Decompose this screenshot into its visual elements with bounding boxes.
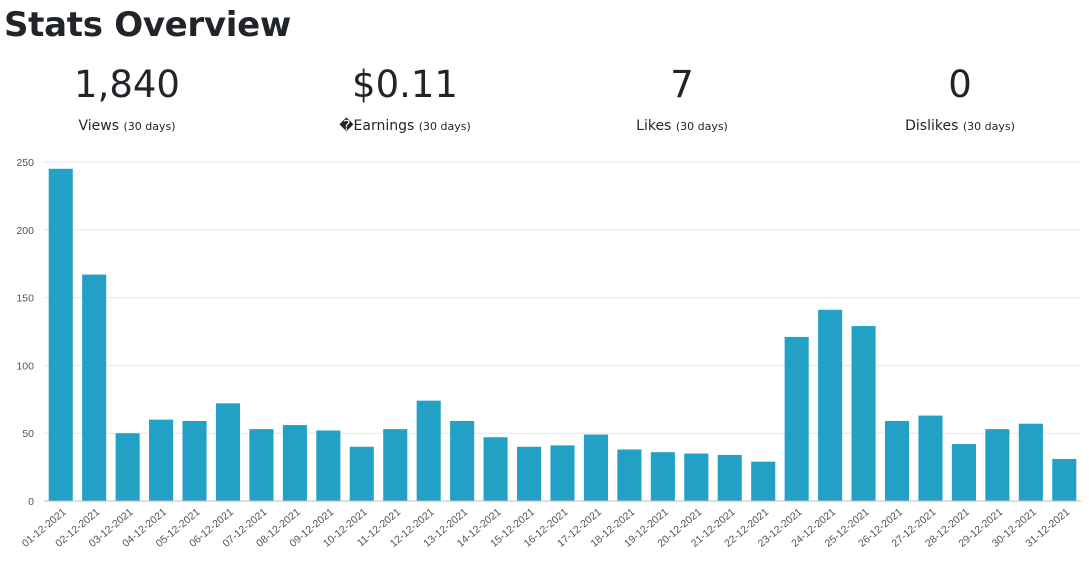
bar [884, 420, 910, 501]
bar [48, 168, 73, 501]
bar [82, 274, 107, 501]
stat-label-row: �Earnings (30 days) [275, 118, 535, 134]
bar [550, 445, 575, 501]
stat-dislikes: 0 Dislikes (30 days) [830, 66, 1089, 134]
bar [483, 437, 508, 501]
x-axis-ticks: 01-12-202102-12-202103-12-202104-12-2021… [20, 506, 1073, 550]
y-tick-label: 50 [22, 428, 34, 440]
stat-suffix: (30 days) [962, 120, 1015, 133]
bar [650, 452, 675, 501]
bar [182, 420, 207, 501]
stat-label: �Earnings [339, 118, 415, 134]
stat-suffix: (30 days) [123, 120, 176, 133]
bar [985, 429, 1010, 501]
bar [918, 415, 943, 501]
bar [115, 433, 140, 501]
stat-label: Dislikes [905, 118, 959, 134]
bar [316, 430, 341, 501]
y-tick-label: 200 [16, 225, 34, 237]
bar [951, 444, 976, 501]
stat-suffix: (30 days) [675, 120, 728, 133]
stat-label-row: Dislikes (30 days) [830, 118, 1089, 134]
bars [48, 168, 1077, 501]
bar [784, 336, 809, 501]
y-axis-ticks: 0 50 100 150 200 250 [16, 157, 34, 508]
stat-value: 1,840 [74, 63, 180, 106]
stat-suffix: (30 days) [418, 120, 471, 133]
stat-label: Likes [636, 118, 672, 134]
grid-lines [44, 161, 1081, 434]
bar [517, 446, 542, 501]
stat-label-row: Views (30 days) [0, 118, 257, 134]
bar [282, 425, 307, 501]
bar [1052, 458, 1077, 501]
bar [583, 434, 608, 501]
bar [684, 453, 709, 501]
bar [450, 420, 475, 501]
y-tick-label: 0 [28, 496, 34, 508]
bar [617, 449, 642, 501]
bar [751, 461, 776, 501]
bar [851, 326, 876, 501]
stat-views: 1,840 Views (30 days) [0, 66, 257, 134]
y-tick-label: 250 [16, 157, 34, 169]
page-title: Stats Overview [4, 5, 291, 45]
stat-earnings: $0.11 �Earnings (30 days) [275, 66, 535, 134]
stat-likes: 7 Likes (30 days) [552, 66, 812, 134]
bar [416, 400, 441, 501]
stat-value: $0.11 [352, 63, 458, 106]
bar [215, 403, 241, 501]
stat-label-row: Likes (30 days) [552, 118, 812, 134]
bar [818, 309, 843, 501]
bar [1018, 423, 1043, 501]
bar [349, 446, 374, 501]
y-tick-label: 150 [16, 293, 34, 305]
stat-label: Views [78, 118, 120, 134]
bar [149, 419, 174, 501]
bar [249, 429, 274, 501]
stat-value: 0 [948, 63, 972, 106]
y-tick-label: 100 [16, 360, 34, 372]
bar [383, 429, 408, 501]
bar [717, 454, 742, 501]
stat-value: 7 [670, 63, 694, 106]
